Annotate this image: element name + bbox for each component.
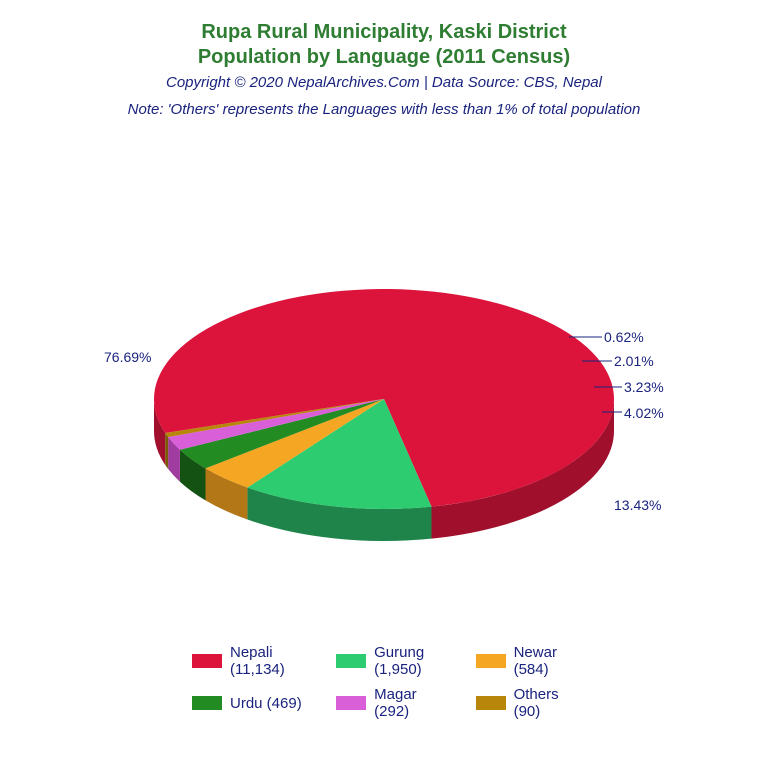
pct-label: 2.01%: [614, 353, 654, 369]
legend-item-gurung: Gurung (1,950): [336, 644, 441, 678]
legend-label: Nepali (11,134): [230, 644, 302, 678]
pct-label: 13.43%: [614, 497, 661, 513]
pct-label: 0.62%: [604, 329, 644, 345]
note-line: Note: 'Others' represents the Languages …: [0, 101, 768, 118]
pie-slice-side: [165, 433, 168, 469]
pct-label: 3.23%: [624, 379, 664, 395]
legend-label: Urdu (469): [230, 695, 302, 712]
pct-label: 4.02%: [624, 405, 664, 421]
chart-title: Rupa Rural Municipality, Kaski District …: [0, 20, 768, 70]
copyright-line: Copyright © 2020 NepalArchives.Com | Dat…: [0, 74, 768, 91]
legend-swatch: [336, 696, 366, 710]
legend-swatch: [476, 654, 506, 668]
legend-swatch: [336, 654, 366, 668]
legend-item-others: Others (90): [476, 686, 576, 720]
legend-item-newar: Newar (584): [476, 644, 576, 678]
legend-label: Others (90): [514, 686, 576, 720]
legend: Nepali (11,134) Gurung (1,950) Newar (584)…: [192, 644, 576, 720]
pie-chart: 76.69%13.43%4.02%3.23%2.01%0.62%: [114, 229, 654, 569]
legend-item-nepali: Nepali (11,134): [192, 644, 302, 678]
legend-item-magar: Magar (292): [336, 686, 441, 720]
legend-swatch: [192, 654, 222, 668]
pct-label: 76.69%: [104, 349, 151, 365]
legend-label: Gurung (1,950): [374, 644, 441, 678]
legend-item-urdu: Urdu (469): [192, 686, 302, 720]
legend-label: Magar (292): [374, 686, 441, 720]
legend-swatch: [192, 696, 222, 710]
legend-label: Newar (584): [514, 644, 576, 678]
title-line2: Population by Language (2011 Census): [198, 46, 570, 68]
title-line1: Rupa Rural Municipality, Kaski District: [201, 21, 566, 43]
legend-swatch: [476, 696, 506, 710]
